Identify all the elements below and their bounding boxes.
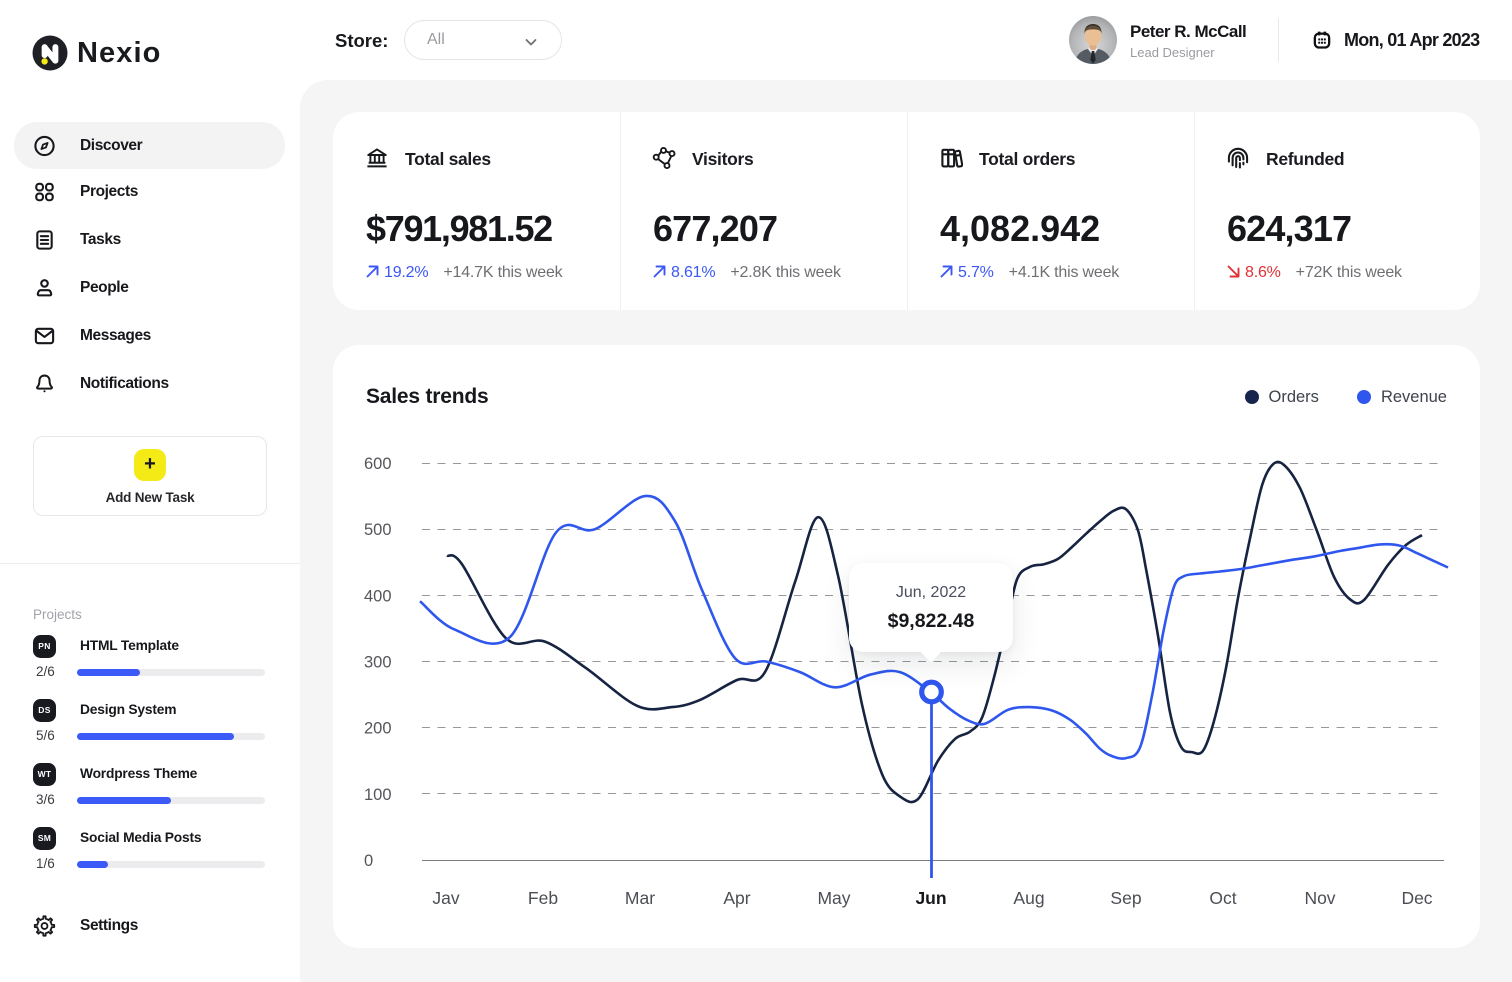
svg-text:200: 200 — [364, 720, 392, 738]
svg-text:Dec: Dec — [1401, 888, 1432, 908]
svg-text:Jav: Jav — [432, 888, 459, 908]
svg-text:Apr: Apr — [723, 888, 750, 908]
svg-text:Jun: Jun — [915, 888, 946, 908]
svg-text:100: 100 — [364, 786, 392, 804]
svg-text:0: 0 — [364, 852, 373, 870]
svg-text:Mar: Mar — [625, 888, 655, 908]
svg-text:500: 500 — [364, 521, 392, 539]
svg-text:Nov: Nov — [1304, 888, 1335, 908]
svg-text:Sep: Sep — [1110, 888, 1141, 908]
svg-text:600: 600 — [364, 455, 392, 473]
svg-text:Oct: Oct — [1209, 888, 1236, 908]
svg-text:300: 300 — [364, 654, 392, 672]
svg-text:May: May — [817, 888, 850, 908]
svg-text:400: 400 — [364, 587, 392, 605]
svg-text:Aug: Aug — [1013, 888, 1044, 908]
svg-text:Feb: Feb — [528, 888, 558, 908]
